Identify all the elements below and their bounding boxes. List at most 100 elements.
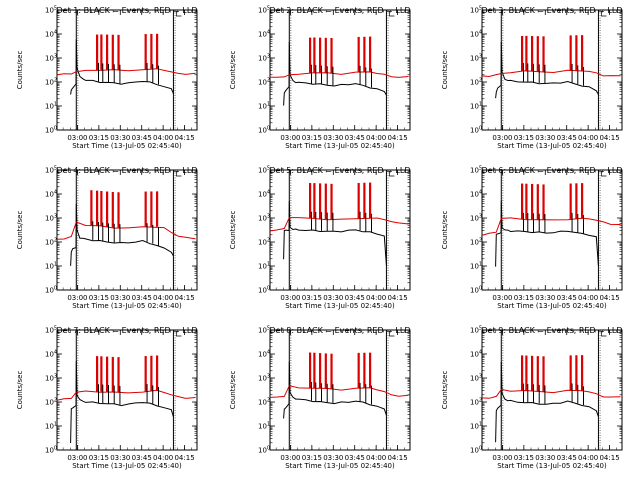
bracket-mark (601, 11, 607, 17)
y-tick-label: 101 (470, 422, 482, 431)
y-tick-label: 104 (258, 30, 270, 39)
lld-spike (575, 183, 578, 219)
x-tick-label: 03:30 (535, 294, 555, 302)
lld-spike (96, 34, 99, 71)
lld-spike (363, 182, 366, 219)
series-line-lld (269, 385, 409, 398)
chart-panel-8: Det 8: BLACK = Events, RED = LLD Counts/s… (229, 326, 411, 470)
lld-spike (357, 36, 360, 73)
y-axis-label: Counts/sec (441, 51, 449, 90)
lld-spike (536, 356, 539, 392)
x-tick-label: 03:30 (110, 134, 130, 142)
x-tick-label: 04:15 (387, 454, 407, 462)
chart-panel-6: Det 6: BLACK = Events, RED = LLD Counts/s… (441, 166, 623, 310)
series-line-lld (481, 217, 621, 236)
y-tick-label: 100 (258, 446, 270, 455)
y-tick-label: 102 (470, 398, 482, 407)
series-line-lld (269, 217, 409, 232)
lld-spike (542, 184, 545, 220)
y-tick-label: 102 (45, 78, 57, 87)
lld-spike (363, 352, 366, 389)
chart-title: Det 4: BLACK = Events, RED = LLD (57, 166, 198, 175)
lld-spike (330, 38, 333, 74)
y-tick-label: 105 (470, 6, 482, 15)
series-line-events (283, 200, 387, 266)
bracket-mark (389, 171, 395, 177)
x-axis-label: Start Time (13-Jul-05 02:45:40) (497, 302, 607, 310)
chart-panel-9: Det 9: BLACK = Events, RED = LLD Counts/s… (441, 326, 623, 470)
y-tick-label: 103 (45, 214, 57, 223)
chart-panel-3: Det 3: BLACK = Events, RED = LLD Counts/s… (441, 6, 623, 150)
x-tick-label: 03:45 (557, 134, 577, 142)
x-tick-label: 03:45 (132, 134, 152, 142)
y-tick-label: 102 (470, 238, 482, 247)
plot-frame (269, 169, 411, 291)
lld-spike (313, 352, 316, 389)
y-axis-label: Counts/sec (16, 211, 24, 250)
y-axis-label: Counts/sec (16, 371, 24, 410)
x-axis-label: Start Time (13-Jul-05 02:45:40) (285, 142, 395, 150)
y-tick-label: 105 (258, 6, 270, 15)
lld-spike (156, 33, 159, 70)
x-tick-label: 03:00 (492, 294, 512, 302)
y-tick-label: 105 (45, 6, 57, 15)
y-tick-label: 104 (45, 190, 57, 199)
lld-spike (150, 191, 153, 227)
x-tick-label: 04:00 (578, 294, 598, 302)
lld-spike (357, 182, 360, 219)
lld-spike (569, 355, 572, 391)
y-tick-label: 101 (258, 422, 270, 431)
x-tick-label: 03:15 (514, 454, 534, 462)
lld-spike (319, 37, 322, 74)
lld-spike (117, 192, 120, 228)
bracket-mark (389, 11, 395, 17)
series-line-lld (481, 69, 621, 78)
lld-spike (369, 352, 372, 389)
y-tick-label: 104 (258, 190, 270, 199)
x-tick-label: 03:15 (514, 134, 534, 142)
lld-spike (531, 355, 534, 392)
bracket-mark (176, 331, 182, 337)
lld-spike (319, 183, 322, 219)
lld-spike (319, 353, 322, 389)
plot-frame (481, 329, 623, 451)
lld-spike (106, 191, 109, 227)
y-tick-label: 103 (258, 214, 270, 223)
y-tick-label: 102 (258, 78, 270, 87)
series-line-events (70, 360, 174, 444)
lld-spike (521, 183, 524, 219)
plot-frame (56, 169, 198, 291)
lld-spike (96, 190, 99, 227)
x-axis-label: Start Time (13-Jul-05 02:45:40) (72, 462, 182, 470)
lld-spike (111, 191, 114, 228)
x-tick-label: 03:15 (302, 294, 322, 302)
series-line-events (495, 41, 599, 99)
x-tick-label: 04:00 (578, 134, 598, 142)
lld-spike (111, 34, 114, 71)
lld-spike (521, 355, 524, 391)
lld-spike (100, 356, 103, 392)
series-line-events (495, 200, 599, 267)
lld-spike (96, 356, 99, 392)
y-tick-label: 105 (258, 326, 270, 335)
x-tick-label: 03:00 (492, 134, 512, 142)
x-tick-label: 04:15 (599, 134, 619, 142)
y-axis-label: Counts/sec (229, 211, 237, 250)
lld-spike (144, 356, 147, 392)
x-tick-label: 03:45 (345, 134, 365, 142)
x-tick-label: 04:15 (387, 134, 407, 142)
series-line-events (70, 203, 174, 266)
y-tick-label: 101 (470, 262, 482, 271)
x-tick-label: 04:15 (599, 454, 619, 462)
x-tick-label: 03:00 (280, 294, 300, 302)
lld-spike (117, 357, 120, 393)
lld-spike (581, 35, 584, 71)
lld-spike (330, 183, 333, 220)
x-tick-label: 04:15 (599, 294, 619, 302)
bracket-mark (601, 331, 607, 337)
y-tick-label: 100 (470, 126, 482, 135)
plot-frame (269, 329, 411, 451)
lld-spike (531, 183, 534, 220)
bracket-mark (176, 11, 182, 17)
